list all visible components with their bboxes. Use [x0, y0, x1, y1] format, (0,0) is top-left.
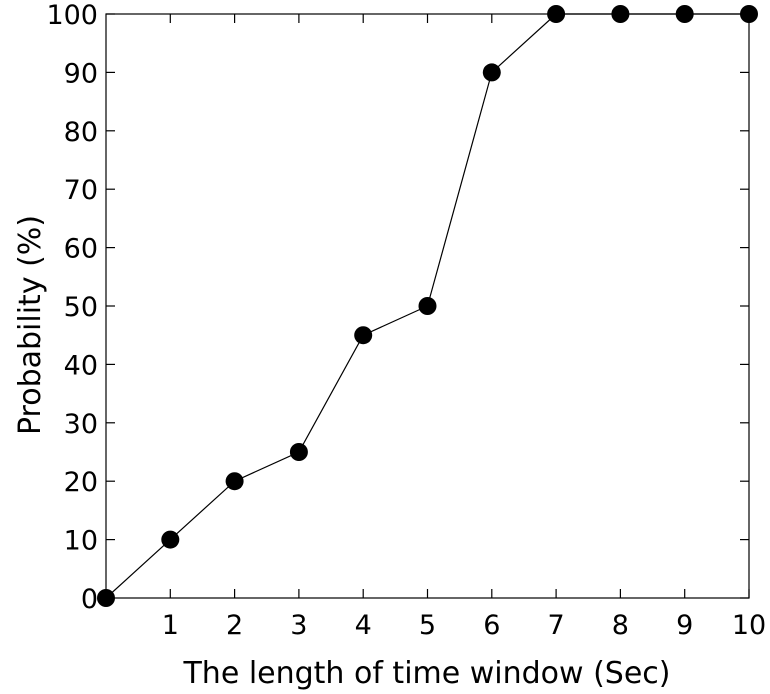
data-point: [418, 297, 437, 315]
data-point: [354, 326, 373, 345]
data-point: [289, 443, 308, 461]
y-tick-label: 90: [64, 58, 98, 89]
data-point: [97, 589, 115, 607]
y-axis: 0 10 20 30 40 50 60 70 80 90 100: [46, 0, 749, 615]
y-tick-label: 20: [64, 467, 98, 498]
data-point: [225, 472, 244, 491]
data-point: [611, 5, 630, 23]
x-tick-label: 4: [355, 610, 372, 641]
x-tick-label: 10: [732, 610, 766, 641]
x-tick-label: 3: [290, 610, 307, 641]
y-tick-label: 60: [64, 234, 98, 265]
x-tick-label: 2: [226, 610, 243, 641]
data-point: [675, 5, 694, 23]
x-axis: 1 2 3 4 5 6 7 8 9 10: [162, 14, 766, 641]
data-point: [740, 5, 758, 23]
data-point: [161, 530, 180, 549]
data-point: [482, 63, 501, 82]
y-tick-label: 80: [64, 117, 98, 148]
y-tick-label: 0: [81, 584, 98, 615]
x-tick-label: 6: [483, 610, 500, 641]
x-tick-label: 5: [419, 610, 436, 641]
y-tick-label: 40: [64, 350, 98, 381]
y-tick-label: 30: [64, 409, 98, 440]
x-tick-label: 9: [676, 610, 693, 641]
x-tick-label: 8: [612, 610, 629, 641]
y-tick-label: 50: [64, 292, 98, 323]
y-tick-label: 70: [64, 175, 98, 206]
x-tick-label: 7: [548, 610, 565, 641]
x-axis-title: The length of time window (Sec): [182, 656, 670, 691]
y-tick-label: 100: [46, 0, 98, 31]
data-series: [97, 5, 758, 607]
x-tick-label: 1: [162, 610, 179, 641]
data-point: [547, 5, 566, 23]
y-tick-label: 10: [64, 526, 98, 557]
y-axis-title: Probability (%): [13, 215, 48, 435]
